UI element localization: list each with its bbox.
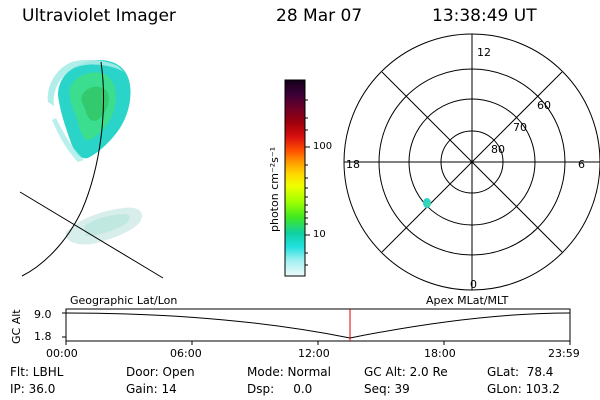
- colorbar-tick-100: 100: [313, 141, 333, 152]
- timeline-x-tick-0000: 00:00: [46, 347, 78, 360]
- polar-label-6: 6: [578, 158, 585, 171]
- polar-diagonal-b: [381, 71, 563, 253]
- observation-time: 13:38:49 UT: [432, 6, 537, 26]
- status-glon: GLon: 103.2: [487, 382, 560, 396]
- polar-label-12: 12: [477, 46, 491, 59]
- geographic-grid-lines: [19, 61, 164, 279]
- timeline-x-tick-0600: 06:00: [170, 347, 202, 360]
- geographic-auroral-image: [47, 59, 143, 245]
- colorbar-tick-10: 10: [313, 229, 326, 240]
- status-ip: IP: 36.0: [10, 382, 56, 396]
- altitude-curve: [65, 312, 571, 339]
- polar-label-lat-80: 80: [491, 143, 505, 156]
- polar-label-0: 0: [470, 278, 477, 291]
- colorbar-ticks: [305, 99, 310, 266]
- status-dsp: Dsp: 0.0: [247, 382, 313, 396]
- status-glat: GLat: 78.4: [487, 365, 554, 379]
- timeline-frame: [65, 308, 571, 342]
- polar-label-18: 18: [346, 158, 360, 171]
- timeline-x-tick-1800: 18:00: [424, 347, 456, 360]
- status-gain: Gain: 14: [126, 382, 177, 396]
- timeline-y-tick-low: 1.8: [34, 330, 52, 343]
- polar-plot: [343, 33, 600, 291]
- colorbar: [284, 79, 306, 277]
- polar-label-lat-60: 60: [537, 99, 551, 112]
- colorbar-unit-label: photon cm⁻²s⁻¹: [268, 146, 281, 232]
- timeline-x-tick-2359: 23:59: [548, 347, 580, 360]
- timeline-left-label: Geographic Lat/Lon: [70, 294, 178, 307]
- timeline-plot: [62, 308, 571, 345]
- status-mode: Mode: Normal: [247, 365, 331, 379]
- polar-auroral-spot: [423, 198, 431, 208]
- status-gc-alt: GC Alt: 2.0 Re: [364, 365, 448, 379]
- timeline-y-label: GC Alt: [10, 309, 23, 344]
- instrument-title: Ultraviolet Imager: [22, 6, 176, 26]
- observation-date: 28 Mar 07: [276, 6, 363, 26]
- polar-label-lat-70: 70: [513, 121, 527, 134]
- status-seq: Seq: 39: [364, 382, 410, 396]
- timeline-x-tick-1200: 12:00: [298, 347, 330, 360]
- timeline-right-label: Apex MLat/MLT: [426, 294, 509, 307]
- status-filter: Flt: LBHL: [10, 365, 64, 379]
- status-door: Door: Open: [126, 365, 195, 379]
- timeline-y-tick-high: 9.0: [34, 308, 52, 321]
